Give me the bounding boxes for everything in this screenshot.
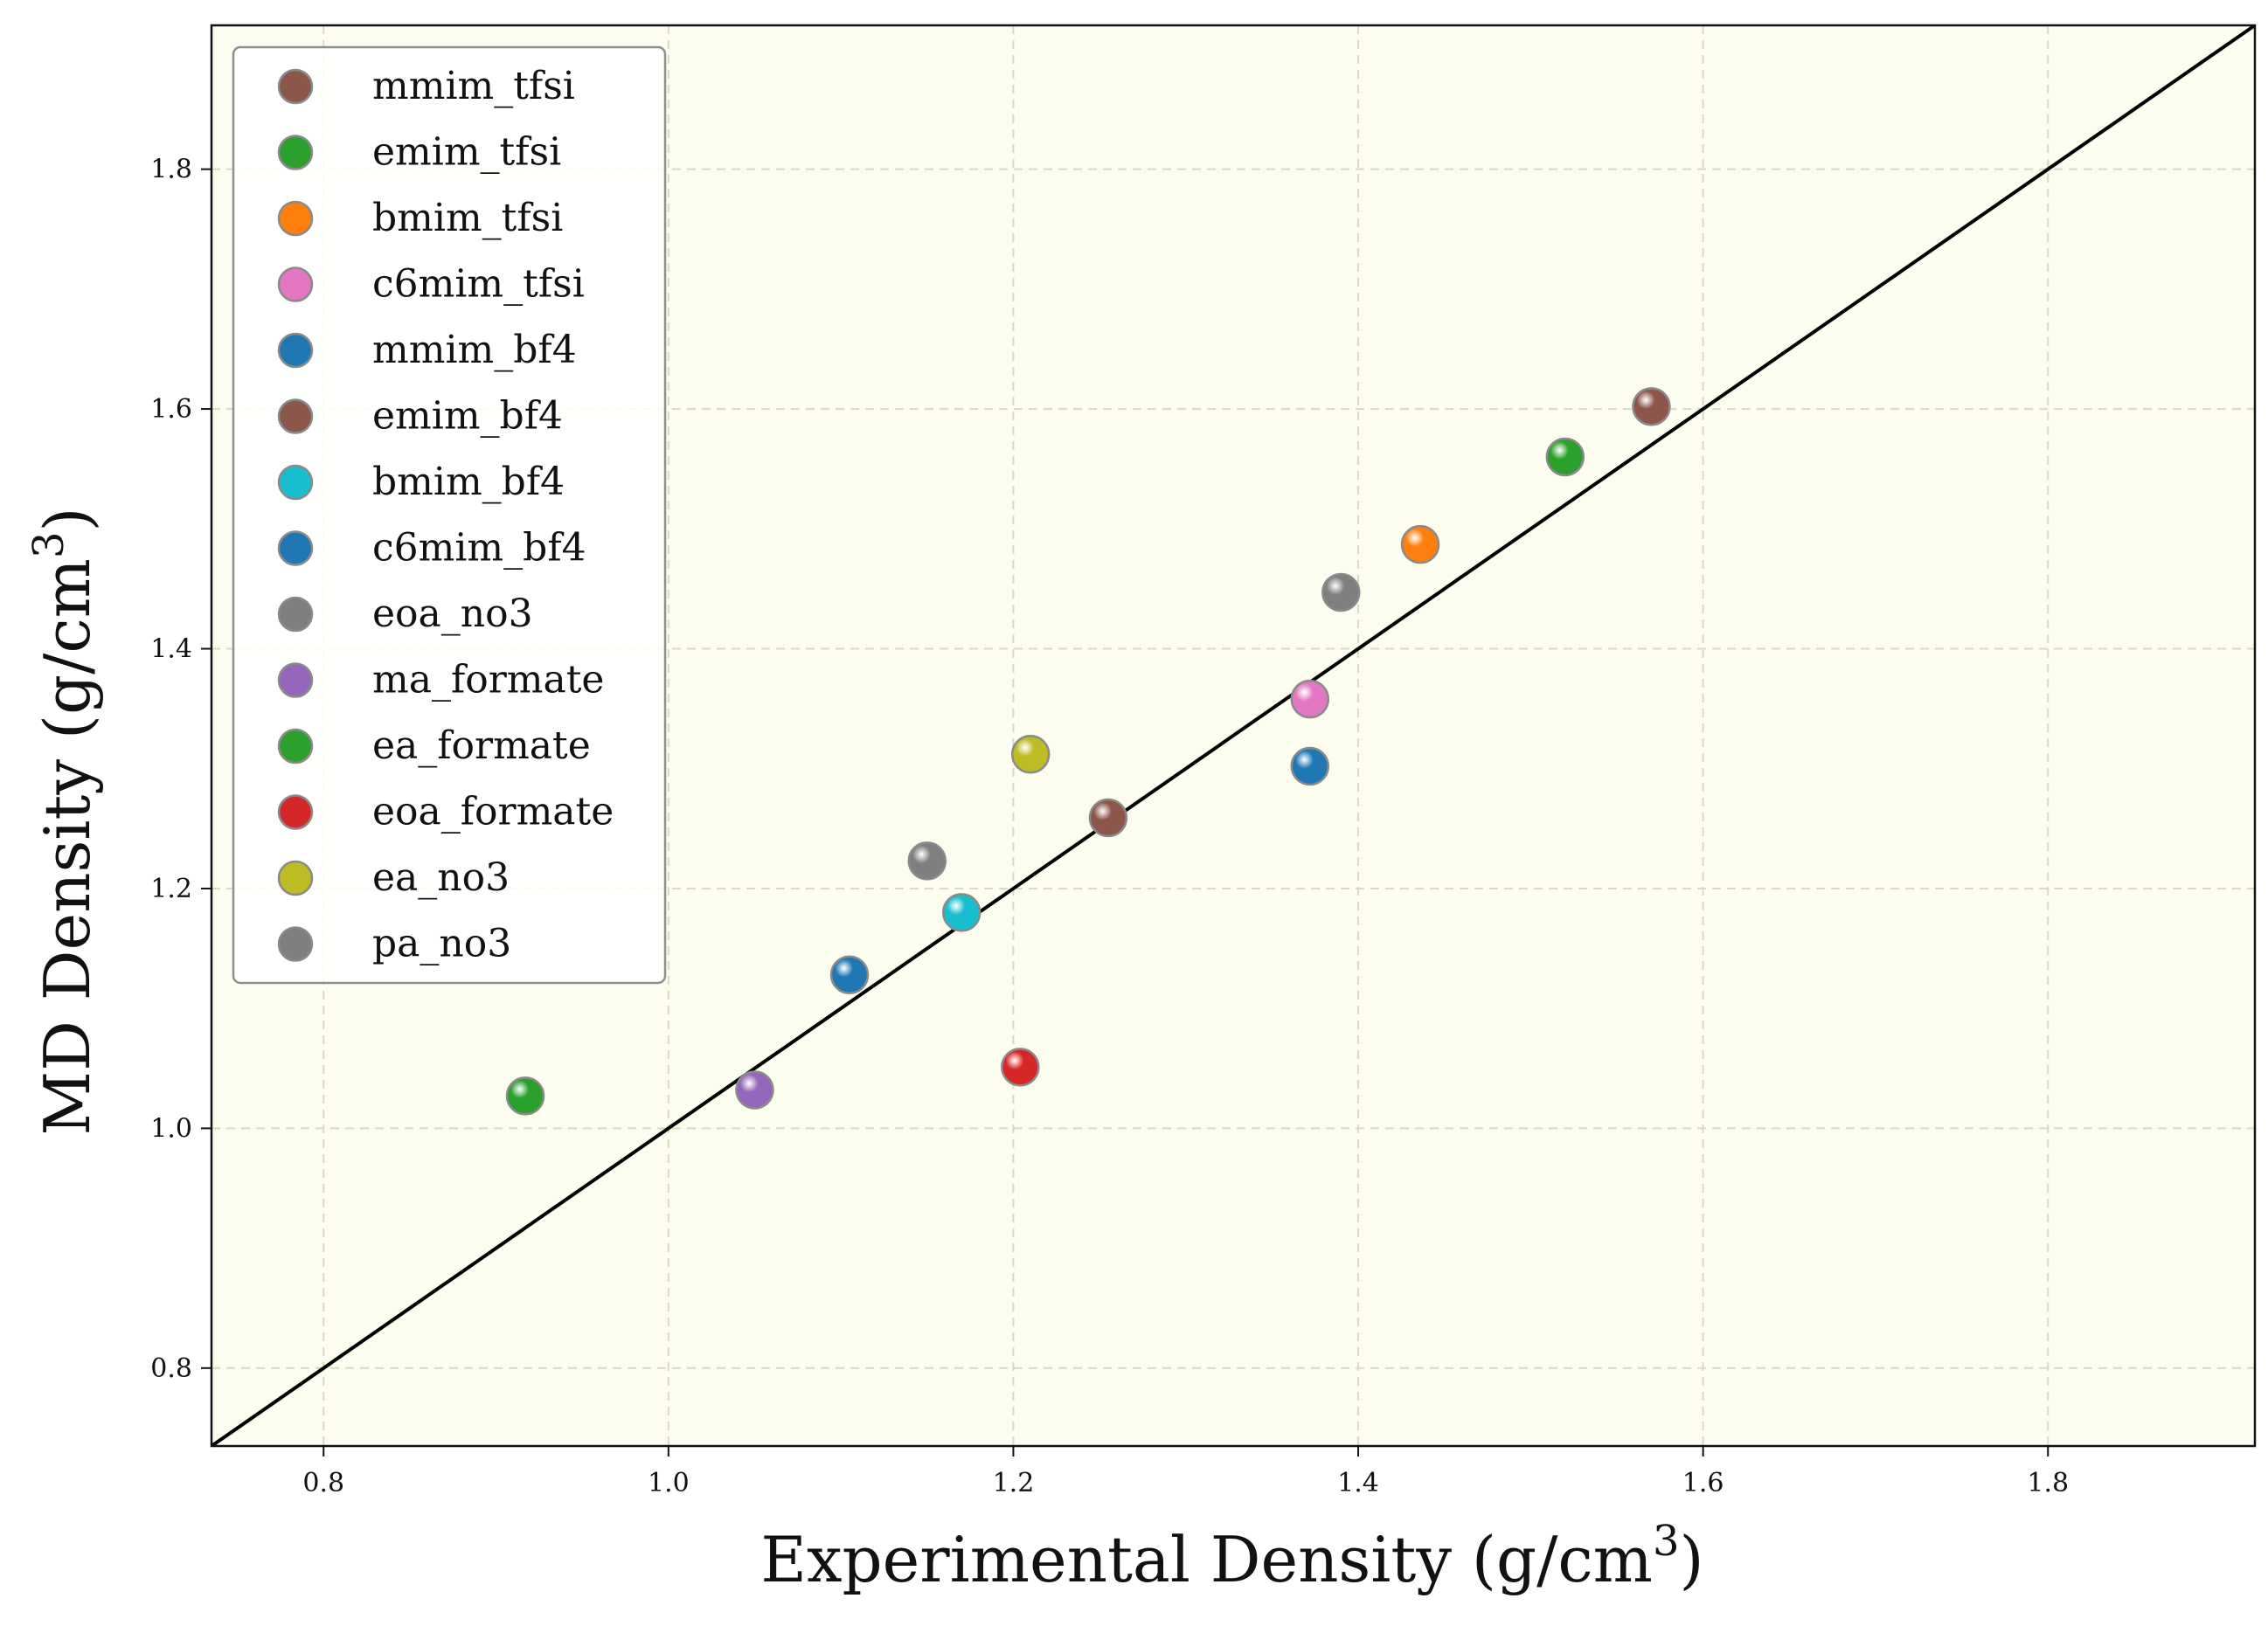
x-tick-label: 1.2 xyxy=(993,1468,1035,1498)
x-axis-title-end: ) xyxy=(1680,1523,1704,1596)
data-point-mmim-tfsi xyxy=(1632,387,1671,426)
data-point-eoa-formate xyxy=(1001,1048,1040,1087)
legend-marker xyxy=(277,728,314,765)
y-axis-title-main: MD Density (g/cm xyxy=(31,558,104,1136)
legend-marker xyxy=(277,596,314,633)
legend-label: bmim_bf4 xyxy=(372,460,565,504)
legend-marker xyxy=(277,266,314,302)
legend-label: bmim_tfsi xyxy=(372,196,563,240)
legend-label: ea_formate xyxy=(372,723,591,768)
legend-marker xyxy=(277,464,314,501)
reference-line-group xyxy=(212,25,2255,1446)
legend-marker xyxy=(277,332,314,369)
legend-label: c6mim_tfsi xyxy=(372,262,585,307)
legend-label: mmim_tfsi xyxy=(372,64,575,108)
x-tick-label: 0.8 xyxy=(302,1468,344,1498)
legend-marker xyxy=(277,530,314,566)
y-axis-title: MD Density (g/cm3) xyxy=(24,507,104,1135)
legend-marker xyxy=(277,926,314,962)
legend-label: ea_no3 xyxy=(372,855,510,900)
data-point-eoa-no3 xyxy=(1321,572,1361,612)
y-tick-label: 1.2 xyxy=(150,874,192,904)
legend-label: pa_no3 xyxy=(372,922,511,966)
legend-label: eoa_no3 xyxy=(372,592,533,636)
legend-label: ma_formate xyxy=(372,658,604,702)
data-point-ma-formate xyxy=(735,1070,774,1110)
x-tick-label: 1.4 xyxy=(1337,1468,1379,1498)
data-point-ea-no3 xyxy=(1010,735,1051,774)
data-point-mmim-bf4 xyxy=(1290,746,1330,786)
data-points xyxy=(505,387,1671,1116)
y-tick-label: 1.4 xyxy=(150,634,192,665)
y-axis-title-superscript: 3 xyxy=(24,531,73,558)
legend-marker xyxy=(277,860,314,896)
legend-box xyxy=(232,45,667,985)
legend-label: eoa_formate xyxy=(372,790,614,834)
y-tick-label: 0.8 xyxy=(150,1353,192,1384)
y-axis-ticks: 0.8 1.0 1.2 1.4 1.6 1.8 xyxy=(150,155,212,1384)
data-point-emim-tfsi xyxy=(1545,437,1585,477)
legend-marker xyxy=(277,68,314,105)
legend-label: c6mim_bf4 xyxy=(372,526,586,571)
x-tick-label: 1.6 xyxy=(1682,1468,1724,1498)
legend-marker xyxy=(277,200,314,237)
reference-line xyxy=(212,25,2255,1446)
legend: mmim_tfsi emim_tfsi bmim_tfsi c6mim_tfsimmi… xyxy=(232,45,667,985)
data-point-c6mim-bf4 xyxy=(829,955,870,994)
data-point-bmim-bf4 xyxy=(942,893,981,932)
legend-marker xyxy=(277,662,314,698)
plot-frame xyxy=(210,24,2257,1448)
data-point-c6mim-tfsi xyxy=(1290,679,1330,719)
y-tick-label: 1.0 xyxy=(150,1113,192,1144)
legend-label: mmim_bf4 xyxy=(372,328,577,372)
legend-label: emim_tfsi xyxy=(372,130,561,175)
x-axis-title: Experimental Density (g/cm3) xyxy=(760,1517,1703,1596)
legend-marker xyxy=(277,398,314,434)
legend-marker xyxy=(277,794,314,830)
data-point-ea-formate xyxy=(505,1076,545,1116)
data-point-pa-no3 xyxy=(907,841,947,881)
legend-marker xyxy=(277,135,314,170)
legend-label: emim_bf4 xyxy=(372,394,563,439)
x-axis-ticks: 0.8 1.0 1.2 1.4 1.6 1.8 xyxy=(302,1446,2069,1498)
x-tick-label: 1.8 xyxy=(2027,1468,2069,1498)
y-tick-label: 1.6 xyxy=(150,394,192,425)
data-point-bmim-tfsi xyxy=(1400,524,1440,564)
x-tick-label: 1.0 xyxy=(648,1468,690,1498)
y-axis-title-end: ) xyxy=(31,507,104,531)
x-axis-title-main: Experimental Density (g/cm xyxy=(760,1523,1653,1596)
y-tick-label: 1.8 xyxy=(150,155,192,185)
x-axis-title-superscript: 3 xyxy=(1653,1517,1680,1566)
data-point-emim-bf4 xyxy=(1088,798,1128,838)
